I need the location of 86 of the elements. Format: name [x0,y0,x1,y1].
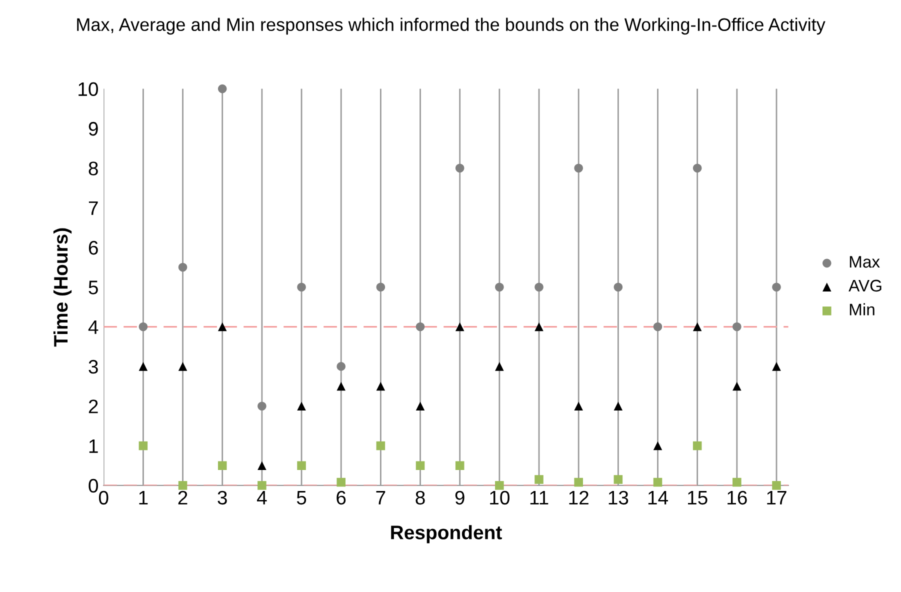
y-tick-label: 1 [89,439,98,453]
y-tick-label: 6 [88,240,98,255]
point [138,441,148,450]
x-tick-label: 13 [608,490,628,505]
point [416,461,425,470]
point [297,402,306,411]
point [455,164,464,173]
y-tick-label: 10 [78,82,98,96]
y-tick-label: 3 [88,360,98,374]
point [534,322,544,332]
y-tick-label: 9 [88,122,98,136]
x-tick-label: 1 [139,491,148,504]
x-tick-label: 15 [688,491,708,505]
point [297,461,306,470]
point [653,322,662,332]
point [258,461,266,470]
x-axis-title: Respondent [391,525,502,544]
point [732,322,742,332]
x-tick-label: 16 [728,490,747,505]
point [138,322,148,332]
point [455,322,464,332]
point [376,441,386,450]
chart-title: Max, Average and Min responses which informed the bounds on the Working-In-Office Activity [77,18,826,35]
y-tick-label: 8 [88,162,98,176]
point [574,164,583,173]
x-tick-label: 8 [416,490,425,505]
legend-label: Max [850,256,880,268]
point [258,402,266,411]
point [336,478,346,487]
y-axis-title: Time (Hours) [53,228,72,347]
point [772,362,781,371]
point [178,262,188,272]
x-tick-label: 2 [178,490,188,504]
point [178,362,188,371]
point [178,481,188,490]
point [732,382,742,391]
x-tick-label: 10 [490,490,510,505]
point [416,322,425,332]
point [336,362,346,371]
point [653,478,662,487]
point [218,322,227,332]
point [614,402,623,411]
x-tick-label: 14 [648,491,668,504]
x-tick-label: 11 [530,491,548,504]
point [692,322,702,332]
point [336,382,346,391]
y-tick-label: 4 [88,320,98,334]
point [495,481,504,490]
point [534,282,544,292]
y-tick-label: 2 [88,400,98,414]
point [218,84,227,94]
legend-label: AVG [848,280,882,292]
x-tick-label: 3 [218,490,227,505]
point [614,282,623,292]
point [732,478,742,487]
x-tick-label: 6 [336,490,346,505]
point [653,441,662,450]
legend-label: Min [850,303,874,316]
x-tick-label: 5 [296,491,306,505]
point [138,362,148,371]
point [297,282,306,292]
x-tick-label: 17 [767,491,786,504]
point [495,282,504,292]
y-tick-label: 5 [88,280,98,294]
point [218,461,227,470]
y-tick-label: 7 [88,201,98,215]
x-tick-label: 0 [98,490,108,505]
point [534,475,544,484]
y-tick-label: 0 [88,478,98,493]
point [574,478,583,487]
point [416,402,425,411]
point [495,362,504,371]
x-tick-label: 7 [376,491,386,504]
point [574,402,583,411]
point [692,164,702,173]
point [772,481,781,490]
x-tick-label: 9 [455,490,464,505]
point [614,475,623,484]
point [376,282,386,292]
point [258,481,266,490]
point [692,441,702,450]
point [455,461,464,470]
point [376,382,386,391]
point [772,282,781,292]
x-tick-label: 12 [569,490,588,504]
x-tick-label: 4 [256,491,267,504]
